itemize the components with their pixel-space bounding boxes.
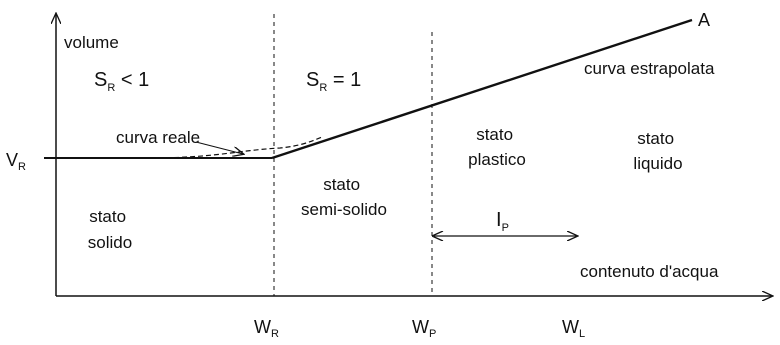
sr-equal-one-label: SR = 1: [306, 69, 361, 94]
solid-state-label: stato solido: [88, 207, 132, 252]
x-axis-label: contenuto d'acqua: [580, 262, 719, 281]
wl-label: WL: [562, 317, 585, 340]
semisolid-state-label: stato semi-solido: [301, 175, 387, 219]
real-curve-label: curva reale: [116, 128, 200, 147]
wr-label: WR: [254, 317, 279, 340]
real-curve: [149, 136, 323, 159]
extrapolated-curve-label: curva estrapolata: [584, 59, 715, 78]
plastic-state-label: stato plastico: [468, 125, 526, 169]
liquid-state-label: stato liquido: [633, 129, 682, 173]
point-a-label: A: [698, 10, 710, 30]
ip-label: IP: [496, 209, 509, 234]
real-curve-pointer: [195, 141, 243, 154]
sr-less-than-one-label: SR < 1: [94, 69, 149, 94]
vr-label: VR: [6, 150, 26, 173]
y-axis-label: volume: [64, 33, 119, 52]
wp-label: WP: [412, 317, 436, 340]
extrapolated-curve: [271, 18, 693, 160]
